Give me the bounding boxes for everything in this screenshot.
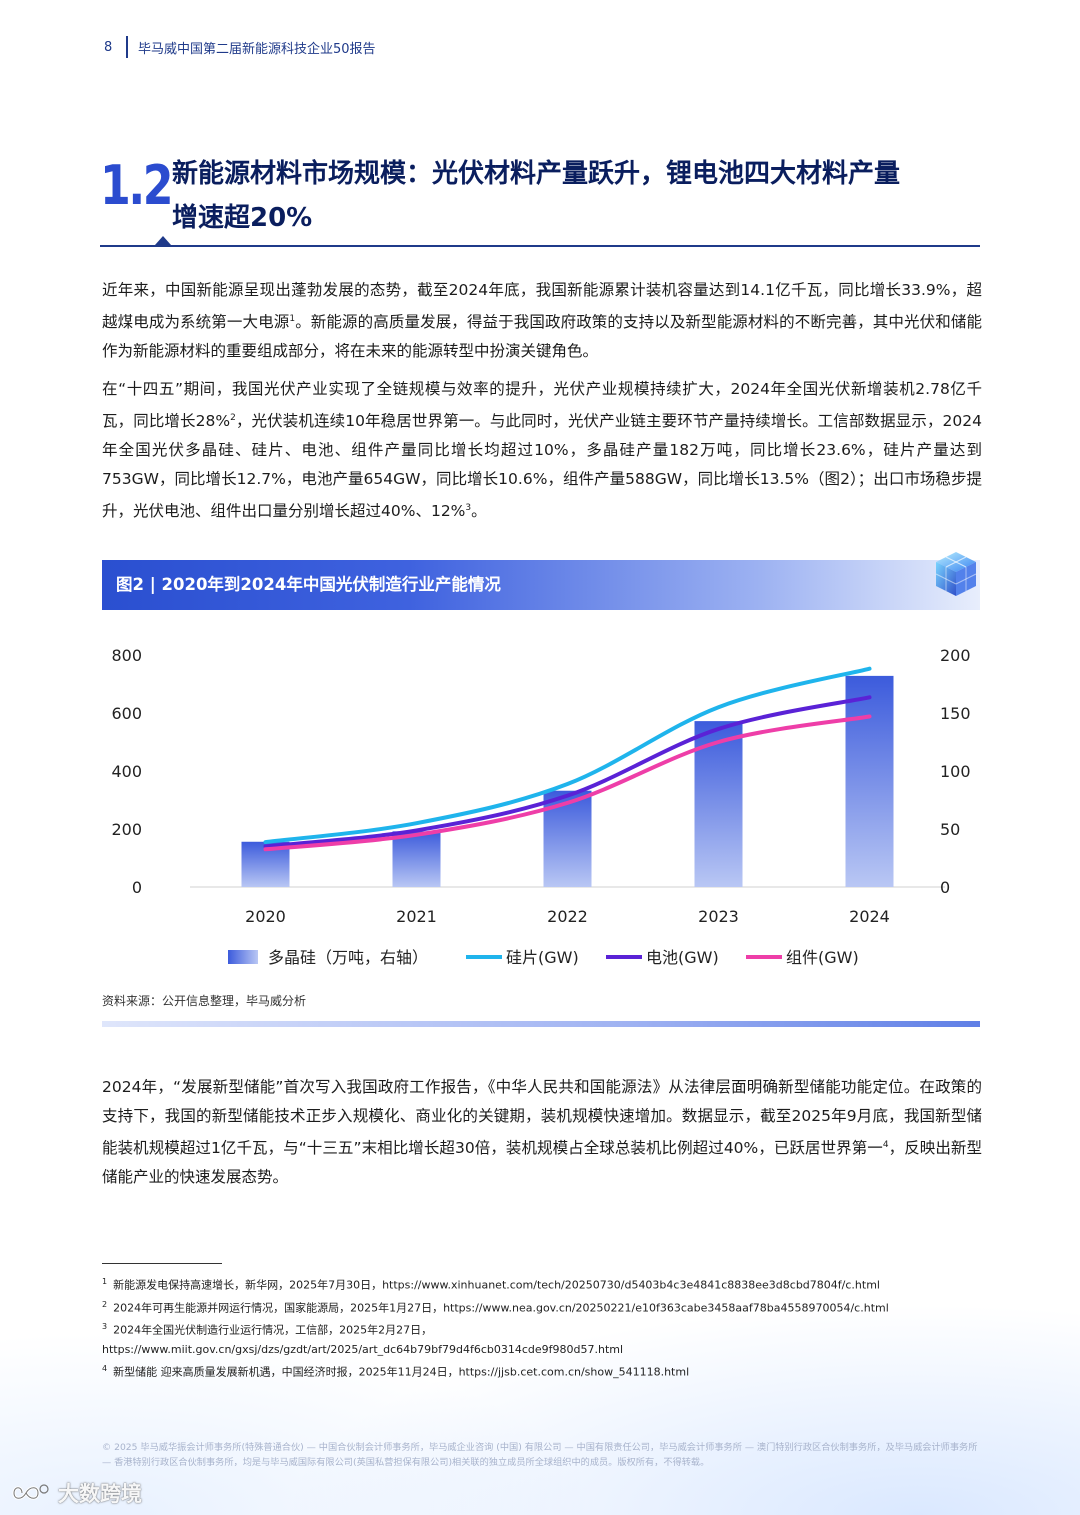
right-axis-tick-label: 0 <box>940 878 950 897</box>
bar-polysilicon <box>392 831 441 887</box>
x-axis-tick-label: 2024 <box>849 907 890 926</box>
right-axis-tick-label: 200 <box>940 646 971 665</box>
section-title-line2: 增速超20% <box>172 203 313 233</box>
bar-polysilicon <box>845 675 894 887</box>
watermark-text: 大数跨境 <box>58 1482 142 1506</box>
paragraph-2-tail2: 。 <box>471 502 487 521</box>
figure-title: 图2 | 2020年到2024年中国光伏制造行业产能情况 <box>116 575 501 594</box>
paragraph-1-text: 近年来，中国新能源呈现出蓬勃发展的态势，截至2024年底，我国新能源累计装机容量… <box>102 281 982 332</box>
footnote-ref-3[interactable]: 3 <box>465 503 472 514</box>
figure-source: 资料来源：公开信息整理，毕马威分析 <box>102 994 307 1008</box>
page-header: 8 毕马威中国第二届新能源科技企业50报告 <box>104 36 376 58</box>
x-axis-tick-label: 2022 <box>547 907 588 926</box>
footnote-number: 2 <box>102 1299 108 1309</box>
section-number: 1.2 <box>100 154 174 217</box>
footnote-text[interactable]: 新型储能 迎来高质量发展新机遇，中国经济时报，2025年11月24日，https… <box>113 1365 690 1379</box>
footnote-item: 4 新型储能 迎来高质量发展新机遇，中国经济时报，2025年11月24日，http… <box>102 1359 982 1382</box>
series-line-硅片(GW) <box>263 666 872 845</box>
footnote-text[interactable]: 新能源发电保持高速增长，新华网，2025年7月30日，https://www.x… <box>113 1278 880 1292</box>
paragraph-1: 近年来，中国新能源呈现出蓬勃发展的态势，截至2024年底，我国新能源累计装机容量… <box>102 276 982 366</box>
paragraph-1-tail: 。新能源的高质量发展，得益于我国政府政策的支持以及新型能源材料的不断完善，其中光… <box>102 313 982 361</box>
legend-label: 硅片(GW) <box>506 948 579 967</box>
left-axis-tick-label: 600 <box>111 704 142 723</box>
section-title: 新能源材料市场规模：光伏材料产量跃升，锂电池四大材料产量 增速超20% <box>172 152 972 240</box>
footnote-ref-1[interactable]: 1 <box>289 314 296 324</box>
x-axis-tick-label: 2021 <box>396 907 437 926</box>
left-axis-tick-label: 800 <box>111 646 142 665</box>
footnote-item: 1 新能源发电保持高速增长，新华网，2025年7月30日，https://www.… <box>102 1272 982 1295</box>
footnote-number: 4 <box>102 1363 108 1373</box>
x-axis-tick-label: 2023 <box>698 907 739 926</box>
footnote-text: 2024年全国光伏制造行业运行情况，工信部，2025年2月27日， <box>113 1323 433 1337</box>
footnote-item: 2 2024年可再生能源并网运行情况，国家能源局，2025年1月27日，https… <box>102 1295 982 1318</box>
series-line-电池(GW) <box>263 695 872 849</box>
footnote-number: 1 <box>102 1277 108 1286</box>
header-divider <box>126 36 128 58</box>
legend-label: 组件(GW) <box>786 948 859 967</box>
footnote-number: 3 <box>102 1322 108 1332</box>
left-axis-tick-label: 200 <box>111 820 142 839</box>
paragraph-2-tail: ，光伏装机连续10年稳居世界第一。与此同时，光伏产业链主要环节产量持续增长。工信… <box>102 412 982 521</box>
footnotes: 1 新能源发电保持高速增长，新华网，2025年7月30日，https://www.… <box>102 1272 982 1382</box>
footnote-ref-4[interactable]: 4 <box>882 1140 889 1150</box>
section-rule-notch <box>155 236 171 245</box>
paragraph-3: 2024年，“发展新型储能”首次写入我国政府工作报告，《中华人民共和国能源法》从… <box>102 1073 982 1192</box>
footnote-link[interactable]: https://www.miit.gov.cn/gxsj/dzs/gzdt/ar… <box>102 1342 624 1356</box>
right-axis-tick-label: 50 <box>940 820 960 839</box>
report-title: 毕马威中国第二届新能源科技企业50报告 <box>138 41 376 57</box>
paragraph-2: 在“十四五”期间，我国光伏产业实现了全链规模与效率的提升，光伏产业规模持续扩大，… <box>102 375 982 526</box>
left-axis-tick-label: 0 <box>132 878 142 897</box>
section-rule <box>100 245 980 247</box>
footnote-text[interactable]: 2024年可再生能源并网运行情况，国家能源局，2025年1月27日，https:… <box>113 1301 889 1315</box>
paragraph-2-text: 在“十四五”期间，我国光伏产业实现了全链规模与效率的提升，光伏产业规模持续扩大，… <box>102 380 982 431</box>
page-number: 8 <box>104 39 113 55</box>
footnote-item: 3 2024年全国光伏制造行业运行情况，工信部，2025年2月27日， <box>102 1317 982 1340</box>
watermark: 大数跨境 <box>12 1478 142 1508</box>
x-axis-tick-label: 2020 <box>245 907 286 926</box>
footnote-item: https://www.miit.gov.cn/gxsj/dzs/gzdt/ar… <box>102 1340 982 1359</box>
legend-label: 多晶硅（万吨，右轴） <box>268 948 428 967</box>
cube-icon <box>930 548 982 600</box>
footnote-rule <box>102 1263 222 1264</box>
infinity-logo-icon <box>12 1484 49 1500</box>
left-axis-tick-label: 400 <box>111 762 142 781</box>
section-title-line1: 新能源材料市场规模：光伏材料产量跃升，锂电池四大材料产量 <box>172 159 901 189</box>
legend-label: 电池(GW) <box>646 948 719 967</box>
bar-polysilicon <box>543 790 592 887</box>
figure-bottom-rule <box>102 1021 980 1027</box>
figure-banner: 图2 | 2020年到2024年中国光伏制造行业产能情况 <box>102 560 980 610</box>
copyright-notice: © 2025 毕马威华振会计师事务所(特殊普通合伙) — 中国合伙制会计师事务所… <box>102 1442 978 1468</box>
legend-swatch-bar <box>228 950 258 964</box>
footnote-ref-2[interactable]: 2 <box>230 413 236 423</box>
right-axis-tick-label: 150 <box>940 704 971 723</box>
paragraph-3-tail: ，反映出新型储能产业的快速发展态势。 <box>102 1139 982 1187</box>
right-axis-tick-label: 100 <box>940 762 971 781</box>
paragraph-3-text: 2024年，“发展新型储能”首次写入我国政府工作报告，《中华人民共和国能源法》从… <box>102 1078 982 1158</box>
pv-capacity-chart: 0 200 400 600 800 0 50 100 150 200 2020 2021 2022 20… <box>111 646 971 967</box>
series-line-组件(GW) <box>263 714 872 852</box>
background-wave <box>0 1035 1080 1515</box>
